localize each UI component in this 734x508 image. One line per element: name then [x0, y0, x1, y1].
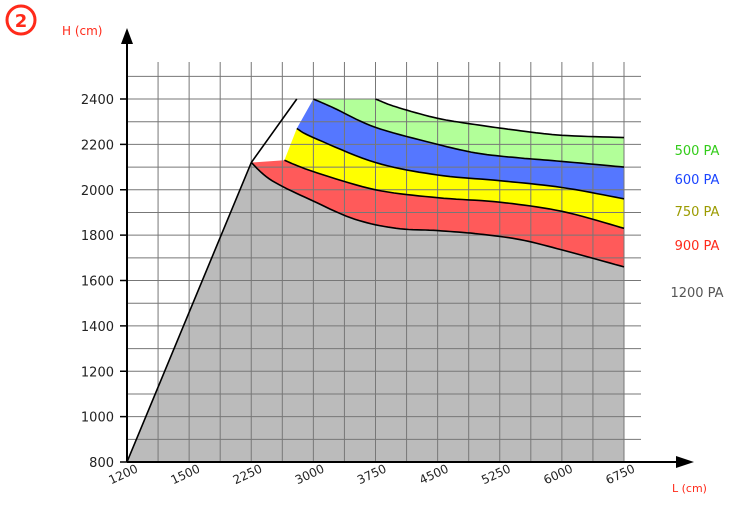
area-600-pa — [296, 99, 624, 199]
badge-circle — [5, 4, 37, 36]
axes — [121, 28, 694, 468]
x-tick-label: 5250 — [479, 462, 513, 488]
boundary-900-pa — [284, 159, 625, 230]
y-tick-label: 1200 — [81, 365, 114, 380]
x-tick-label: 6750 — [604, 462, 638, 488]
x-tick-label: 2250 — [231, 462, 265, 488]
x-axis-title: L (cm) — [672, 482, 707, 495]
x-tick-label: 4500 — [417, 462, 451, 488]
x-tick-label: 3750 — [355, 462, 389, 488]
boundary-600-pa — [313, 98, 625, 168]
x-axis-arrow — [676, 456, 694, 468]
legend-label-1200-pa: 1200 PA — [670, 286, 723, 301]
x-tick-label: 3000 — [293, 462, 327, 488]
y-tick-label: 2200 — [81, 138, 114, 153]
envelope-line — [126, 98, 298, 463]
boundary-500-pa — [375, 98, 625, 139]
grid — [126, 62, 641, 463]
y-axis-title: H (cm) — [62, 24, 103, 38]
y-tick-label: 1600 — [81, 275, 114, 290]
badge: 2 — [5, 4, 37, 36]
x-tick-label: 1500 — [169, 462, 203, 488]
y-tick-label: 1000 — [81, 411, 114, 426]
y-tick-label: 1400 — [81, 320, 114, 335]
badge-number: 2 — [15, 11, 28, 32]
legend-label-600-pa: 600 PA — [675, 173, 720, 188]
area-750-pa — [284, 128, 624, 229]
y-tick-label: 800 — [89, 456, 114, 471]
legend-label-750-pa: 750 PA — [675, 205, 720, 220]
legend: 500 PA 600 PA 750 PA 900 PA 1200 PA — [670, 144, 723, 301]
y-tick-label: 2000 — [81, 184, 114, 199]
pressure-boundaries — [126, 98, 625, 463]
x-tick-label: 6000 — [541, 462, 575, 488]
legend-label-500-pa: 500 PA — [675, 144, 720, 159]
boundary-1200-pa — [250, 161, 625, 268]
y-tick-label: 2400 — [81, 93, 114, 108]
y-axis-arrow — [121, 28, 133, 44]
boundary-750-pa — [296, 127, 625, 200]
legend-label-900-pa: 900 PA — [675, 239, 720, 254]
y-tick-label: 1800 — [81, 229, 114, 244]
